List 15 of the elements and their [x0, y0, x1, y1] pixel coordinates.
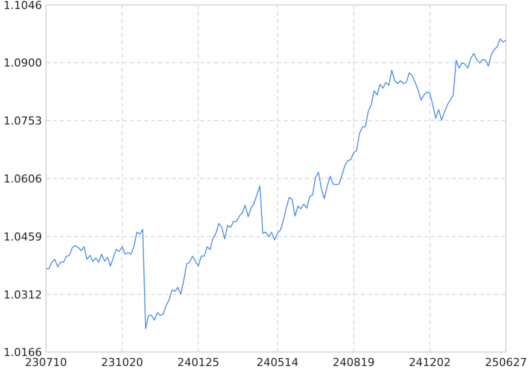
x-tick-label: 250627 — [485, 356, 527, 369]
y-tick-label: 1.0312 — [4, 288, 42, 302]
y-tick-label: 1.0459 — [4, 230, 42, 244]
y-tick-label: 1.0166 — [4, 346, 42, 359]
x-tick-label: 240819 — [332, 356, 375, 369]
x-tick-label: 241202 — [408, 356, 451, 369]
x-tick-label: 240514 — [256, 356, 298, 369]
y-tick-label: 1.1046 — [4, 0, 42, 12]
y-tick-label: 1.0900 — [4, 56, 42, 70]
x-tick-label: 240125 — [177, 356, 220, 369]
line-series — [46, 38, 506, 330]
x-tick-label: 231020 — [101, 356, 144, 369]
y-tick-label: 1.0606 — [4, 172, 42, 186]
y-tick-label: 1.0753 — [4, 114, 42, 128]
x-tick-label: 230710 — [25, 356, 67, 369]
